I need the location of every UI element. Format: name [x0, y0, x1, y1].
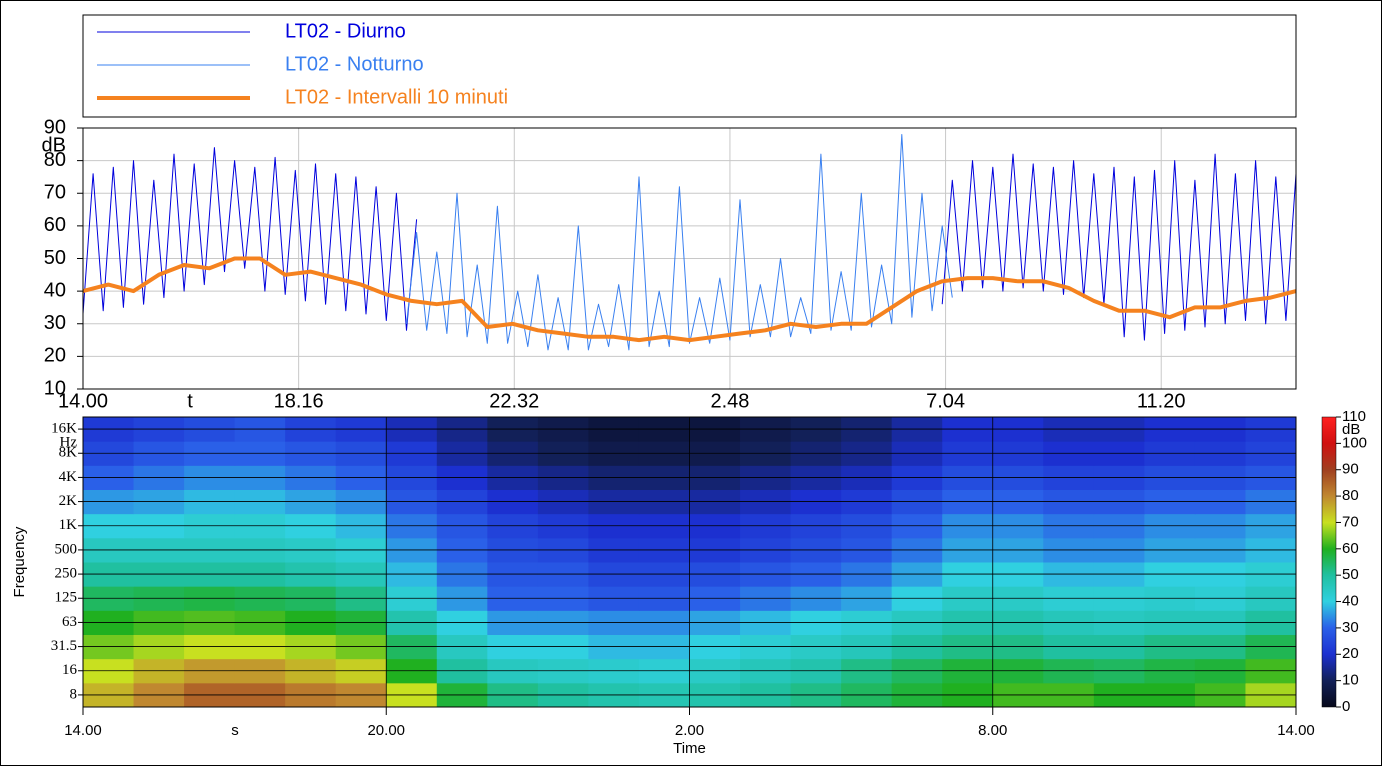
legend-label: LT02 - Intervalli 10 minuti: [285, 86, 508, 108]
x-tick-label: 18.16: [274, 390, 324, 412]
x-tick-label: 14.00: [64, 722, 102, 739]
colorbar-tick-label: 10: [1342, 672, 1359, 689]
series-line: [406, 134, 953, 351]
x-unit: s: [231, 722, 239, 739]
x-tick-label: 20.00: [367, 722, 405, 739]
y-tick-label: 40: [44, 279, 66, 301]
y-tick-label: 70: [44, 182, 66, 204]
y-tick-label: 60: [44, 214, 66, 236]
plot-frame: [82, 127, 1297, 390]
y-tick-label: 50: [44, 247, 66, 269]
colorbar-tick-label: 70: [1342, 513, 1359, 530]
plot-frame: [82, 416, 1297, 708]
y-tick-label: 63: [62, 614, 77, 630]
legend-box: [82, 14, 1297, 118]
y-tick-label: 125: [55, 590, 78, 606]
y-unit: dB: [42, 134, 66, 156]
colorbar-tick-label: 90: [1342, 461, 1359, 478]
x-tick-label: 2.00: [675, 722, 704, 739]
x-axis-label: Time: [673, 740, 706, 757]
colorbar-tick-label: 100: [1342, 434, 1367, 451]
colorbar-tick-label: 110: [1342, 408, 1366, 425]
y-tick-label: 250: [55, 566, 78, 582]
x-tick-label: 11.20: [1137, 390, 1186, 412]
y-tick-label: 30: [44, 312, 66, 334]
y-tick-label: 500: [55, 541, 78, 557]
y-tick-label: 1K: [59, 517, 78, 533]
colorbar-tick-label: 20: [1342, 645, 1359, 662]
y-tick-label: 80: [44, 149, 66, 171]
series-line: [82, 147, 1297, 341]
x-tick-label: 8.00: [978, 722, 1007, 739]
x-tick-label: 7.04: [926, 390, 965, 412]
y-tick-label: 8K: [59, 445, 78, 461]
x-tick-label: 22.32: [489, 390, 539, 412]
legend-label: LT02 - Notturno: [285, 53, 424, 75]
legend-label: LT02 - Diurno: [285, 20, 406, 42]
y-tick-label: 16K: [51, 421, 77, 437]
colorbar-tick-label: 80: [1342, 487, 1359, 504]
y-tick-label: 10: [44, 377, 66, 399]
colorbar-tick-label: 60: [1342, 540, 1359, 557]
x-axis-label: t: [187, 390, 193, 412]
colorbar-tick-label: 50: [1342, 566, 1359, 583]
colorbar-tick-label: 0: [1342, 698, 1350, 715]
y-tick-label: 8: [70, 686, 78, 702]
y-tick-label: 20: [44, 345, 66, 367]
colorbar: [1321, 416, 1337, 708]
colorbar-tick-label: 40: [1342, 593, 1359, 610]
y-tick-label: 16: [62, 662, 78, 678]
y-axis-label: Frequency: [11, 526, 28, 597]
y-tick-label: 90: [44, 116, 66, 138]
colorbar-unit: dB: [1342, 421, 1360, 438]
y-tick-label: 31.5: [51, 638, 77, 654]
x-tick-label: 2.48: [710, 390, 749, 412]
series-line: [82, 256, 1297, 343]
y-tick-label: 2K: [59, 493, 78, 509]
x-tick-label: 14.00: [1277, 722, 1315, 739]
colorbar-tick-label: 30: [1342, 619, 1359, 636]
y-tick-label: 4K: [59, 469, 78, 485]
y-unit: Hz: [60, 435, 78, 451]
x-tick-label: 14.00: [58, 390, 108, 412]
